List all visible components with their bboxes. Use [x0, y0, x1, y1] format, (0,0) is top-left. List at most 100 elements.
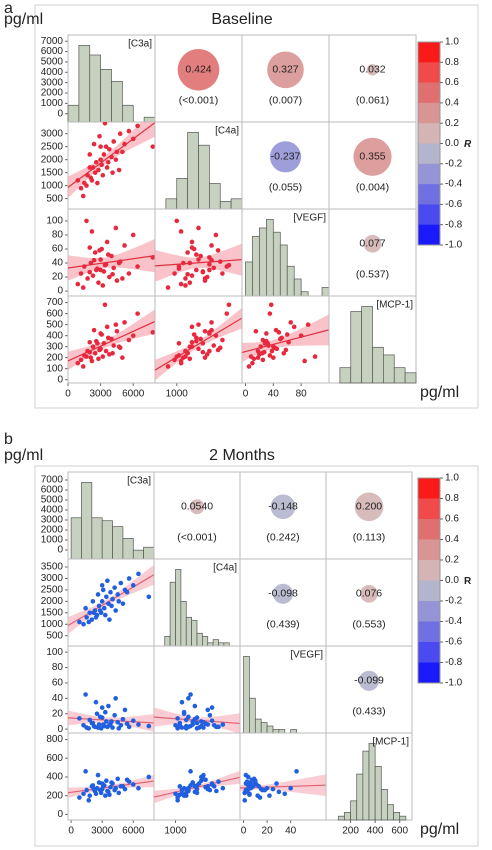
variable-label: [C4a] — [213, 563, 237, 574]
data-point — [207, 331, 212, 336]
histogram-bar — [212, 639, 219, 647]
histogram-bar — [198, 144, 210, 210]
colorbar-tick-label: 1.0 — [445, 473, 459, 484]
colorbar-segment — [418, 82, 440, 104]
data-point — [305, 322, 311, 327]
correlation-circle — [267, 51, 304, 89]
data-point — [243, 772, 249, 778]
data-point — [273, 327, 279, 333]
data-point — [185, 350, 190, 356]
data-point — [110, 350, 115, 356]
y-tick-label: 4000 — [41, 505, 64, 516]
histogram-bar — [67, 104, 80, 123]
variable-label: [VEGF] — [293, 213, 326, 224]
colorbar-tick-label: -0.6 — [445, 637, 463, 648]
data-point — [107, 792, 112, 798]
data-point — [95, 772, 101, 778]
data-point — [207, 267, 212, 273]
colorbar-label: R — [464, 576, 472, 587]
colorbar-segment — [418, 642, 440, 663]
cell-border — [153, 471, 241, 560]
data-point — [93, 159, 99, 165]
data-point — [100, 722, 106, 727]
data-point — [107, 274, 112, 280]
scatter — [242, 302, 329, 369]
colorbar-segment — [418, 143, 440, 165]
data-point — [177, 784, 183, 789]
data-point — [87, 269, 93, 275]
data-point — [104, 165, 110, 170]
data-point — [86, 726, 92, 731]
data-point — [80, 285, 86, 290]
data-point — [113, 157, 119, 162]
data-point — [116, 599, 122, 604]
scatter — [68, 302, 155, 371]
data-point — [87, 152, 93, 157]
data-point — [136, 722, 141, 727]
data-point — [105, 335, 111, 341]
histogram-bar — [266, 725, 274, 734]
data-point — [87, 349, 93, 355]
data-point — [97, 347, 102, 353]
data-point — [109, 719, 114, 724]
data-point — [87, 339, 93, 345]
histogram-bar — [337, 815, 345, 821]
data-point — [82, 264, 87, 269]
matrix-cell — [153, 645, 241, 734]
histogram-bar — [286, 265, 295, 297]
colorbar-tick-label: 0.0 — [445, 138, 459, 149]
data-point — [260, 357, 266, 363]
scatter — [155, 302, 242, 381]
data-point — [172, 271, 177, 276]
y-tick-label: 60 — [52, 244, 64, 255]
data-point — [104, 719, 109, 724]
data-point — [101, 341, 107, 346]
matrix-cell: [C4a] — [153, 558, 241, 647]
correlation-value: -0.098 — [268, 588, 298, 600]
data-point — [104, 239, 110, 245]
data-point — [196, 257, 201, 262]
histogram-bar — [132, 549, 144, 560]
scatter — [68, 769, 154, 803]
data-point — [95, 592, 101, 597]
p-value: (0.537) — [356, 269, 389, 281]
data-point — [103, 612, 108, 618]
data-point — [192, 784, 198, 789]
data-point — [294, 769, 299, 774]
y-tick-label: 80 — [52, 662, 64, 673]
data-point — [246, 364, 252, 369]
data-point — [105, 788, 110, 794]
data-point — [220, 271, 225, 276]
data-point — [99, 599, 105, 604]
data-point — [205, 707, 211, 713]
data-point — [116, 167, 122, 173]
data-point — [126, 128, 132, 134]
colorbar-segment — [418, 163, 440, 185]
variable-label: [C3a] — [128, 39, 152, 50]
data-point — [116, 260, 122, 266]
confidence-band — [240, 774, 326, 797]
colorbar-tick-label: -1.0 — [445, 678, 463, 689]
x-tick-label: 6000 — [122, 826, 145, 837]
data-point — [181, 709, 187, 715]
data-point — [187, 280, 193, 285]
y-tick-label: 3000 — [41, 77, 64, 88]
data-point — [202, 355, 208, 360]
data-point — [84, 615, 89, 620]
p-value: (0.061) — [356, 95, 389, 107]
data-point — [253, 780, 258, 785]
y-tick-label: 0 — [57, 809, 63, 820]
data-point — [181, 793, 187, 798]
data-point — [183, 786, 189, 792]
data-point — [211, 343, 217, 348]
y-tick-label: 1000 — [41, 619, 64, 630]
data-point — [220, 785, 226, 791]
data-point — [260, 787, 265, 793]
matrix-cell: [MCP-1] — [325, 732, 413, 821]
correlation-value: 0.032 — [359, 64, 385, 76]
x-tick-label: 40 — [285, 826, 297, 837]
data-point — [189, 273, 195, 278]
data-point — [192, 716, 198, 722]
data-point — [189, 324, 195, 330]
data-point — [109, 780, 114, 785]
